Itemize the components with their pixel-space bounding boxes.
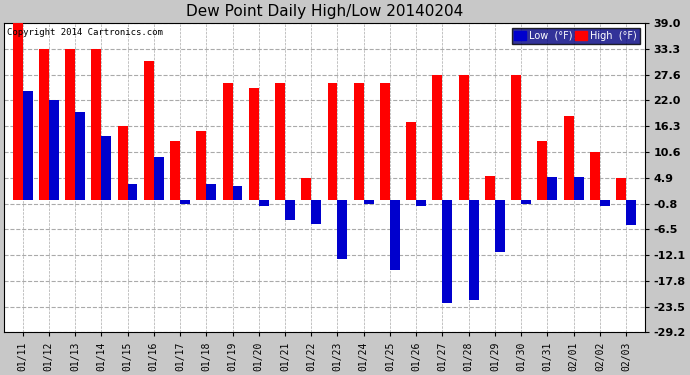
Bar (23, 91, 32, 200)
Legend: Low  (°F), High  (°F): Low (°F), High (°F) (511, 28, 640, 44)
Bar (616, 178, 627, 200)
Bar (170, 141, 180, 200)
Bar (521, 200, 531, 204)
Bar (364, 200, 374, 204)
Bar (538, 141, 547, 200)
Bar (416, 200, 426, 206)
Bar (337, 200, 348, 259)
Bar (101, 136, 111, 200)
Bar (600, 200, 610, 206)
Bar (380, 82, 390, 200)
Bar (154, 157, 164, 200)
Bar (485, 176, 495, 200)
Bar (459, 75, 469, 200)
Bar (65, 49, 75, 200)
Bar (49, 100, 59, 200)
Title: Dew Point Daily High/Low 20140204: Dew Point Daily High/Low 20140204 (186, 4, 463, 19)
Bar (196, 130, 206, 200)
Bar (433, 75, 442, 200)
Bar (117, 126, 128, 200)
Bar (302, 178, 311, 200)
Bar (469, 200, 479, 300)
Bar (91, 49, 101, 200)
Bar (442, 200, 453, 303)
Bar (12, 23, 23, 200)
Bar (249, 87, 259, 200)
Bar (627, 200, 636, 225)
Bar (39, 49, 49, 200)
Bar (564, 116, 573, 200)
Bar (128, 184, 137, 200)
Text: Copyright 2014 Cartronics.com: Copyright 2014 Cartronics.com (8, 28, 164, 37)
Bar (406, 122, 416, 200)
Bar (590, 152, 600, 200)
Bar (328, 82, 337, 200)
Bar (180, 200, 190, 204)
Bar (75, 111, 85, 200)
Bar (511, 75, 521, 200)
Bar (223, 82, 233, 200)
Bar (390, 200, 400, 270)
Bar (573, 177, 584, 200)
Bar (275, 82, 285, 200)
Bar (259, 200, 268, 206)
Bar (311, 200, 322, 224)
Bar (144, 61, 154, 200)
Bar (206, 184, 216, 200)
Bar (285, 200, 295, 220)
Bar (547, 177, 558, 200)
Bar (233, 186, 242, 200)
Bar (354, 82, 364, 200)
Bar (495, 200, 505, 252)
